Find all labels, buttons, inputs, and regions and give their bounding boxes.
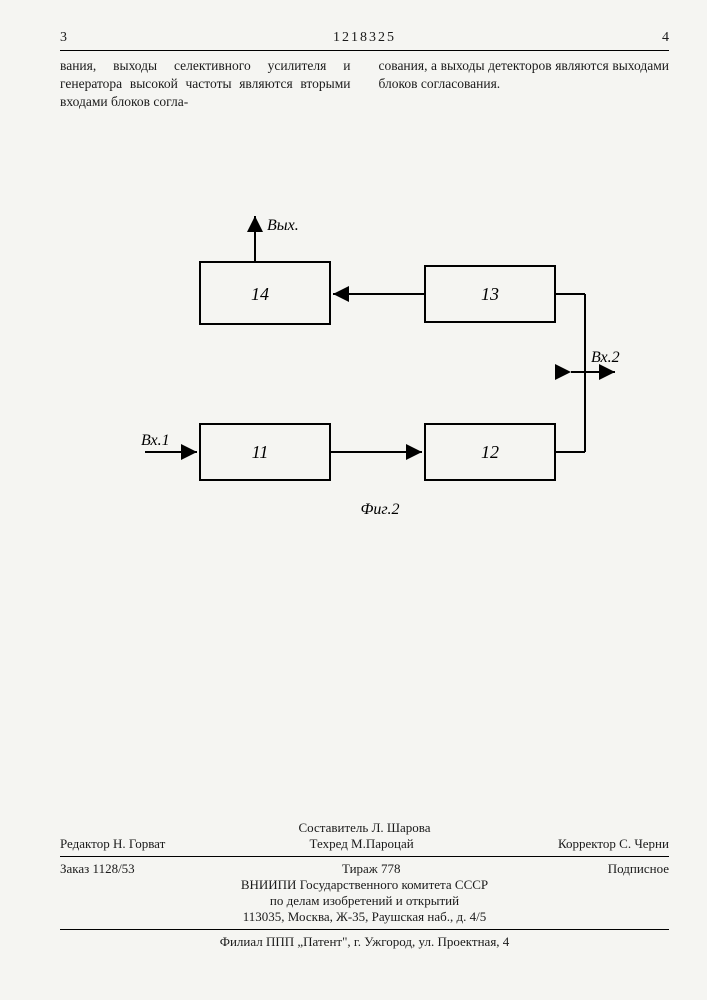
colophon: Составитель Л. Шарова Редактор Н. Горват… (60, 820, 669, 950)
body-col-left: вания, выходы селективного усилителя и г… (60, 57, 351, 112)
page-num-right: 4 (466, 30, 669, 46)
fig-caption: Фиг.2 (360, 501, 399, 518)
compiler: Составитель Л. Шарова (60, 820, 669, 836)
block-12-label: 12 (481, 442, 499, 462)
rule-2 (60, 929, 669, 930)
page-num-left: 3 (60, 30, 263, 46)
body-columns: вания, выходы селективного усилителя и г… (60, 57, 669, 112)
header-row: 3 1218325 4 (60, 30, 669, 46)
order: Заказ 1128/53 (60, 861, 135, 877)
rule-1 (60, 856, 669, 857)
editor: Редактор Н. Горват (60, 836, 165, 852)
addr1: 113035, Москва, Ж-35, Раушская наб., д. … (60, 909, 669, 925)
diagram-svg: 14 13 11 12 Вых. (105, 202, 625, 532)
header-rule (60, 50, 669, 51)
filial: Филиал ППП „Патент", г. Ужгород, ул. Про… (60, 934, 669, 950)
credits-row: Редактор Н. Горват Техред М.Пароцай Корр… (60, 836, 669, 852)
block-13: 13 (425, 266, 555, 322)
label-out: Вых. (267, 217, 299, 234)
block-14-label: 14 (251, 284, 269, 304)
block-11-label: 11 (251, 442, 268, 462)
org1: ВНИИПИ Государственного комитета СССР (60, 877, 669, 893)
block-14: 14 (200, 262, 330, 324)
doc-number: 1218325 (263, 30, 466, 46)
techred: Техред М.Пароцай (310, 836, 414, 852)
label-in2: Вх.2 (591, 349, 620, 366)
block-12: 12 (425, 424, 555, 480)
block-diagram: 14 13 11 12 Вых. (105, 202, 625, 582)
block-13-label: 13 (481, 284, 499, 304)
tirazh: Тираж 778 (342, 861, 401, 877)
org2: по делам изобретений и открытий (60, 893, 669, 909)
block-11: 11 (200, 424, 330, 480)
body-col-right: сования, а выходы детекторов являются вы… (379, 57, 670, 112)
podpis: Подписное (608, 861, 669, 877)
corrector: Корректор С. Черни (558, 836, 669, 852)
page: 3 1218325 4 вания, выходы селективного у… (0, 0, 707, 1000)
label-in1: Вх.1 (141, 432, 170, 449)
print-row: Заказ 1128/53 Тираж 778 Подписное (60, 861, 669, 877)
